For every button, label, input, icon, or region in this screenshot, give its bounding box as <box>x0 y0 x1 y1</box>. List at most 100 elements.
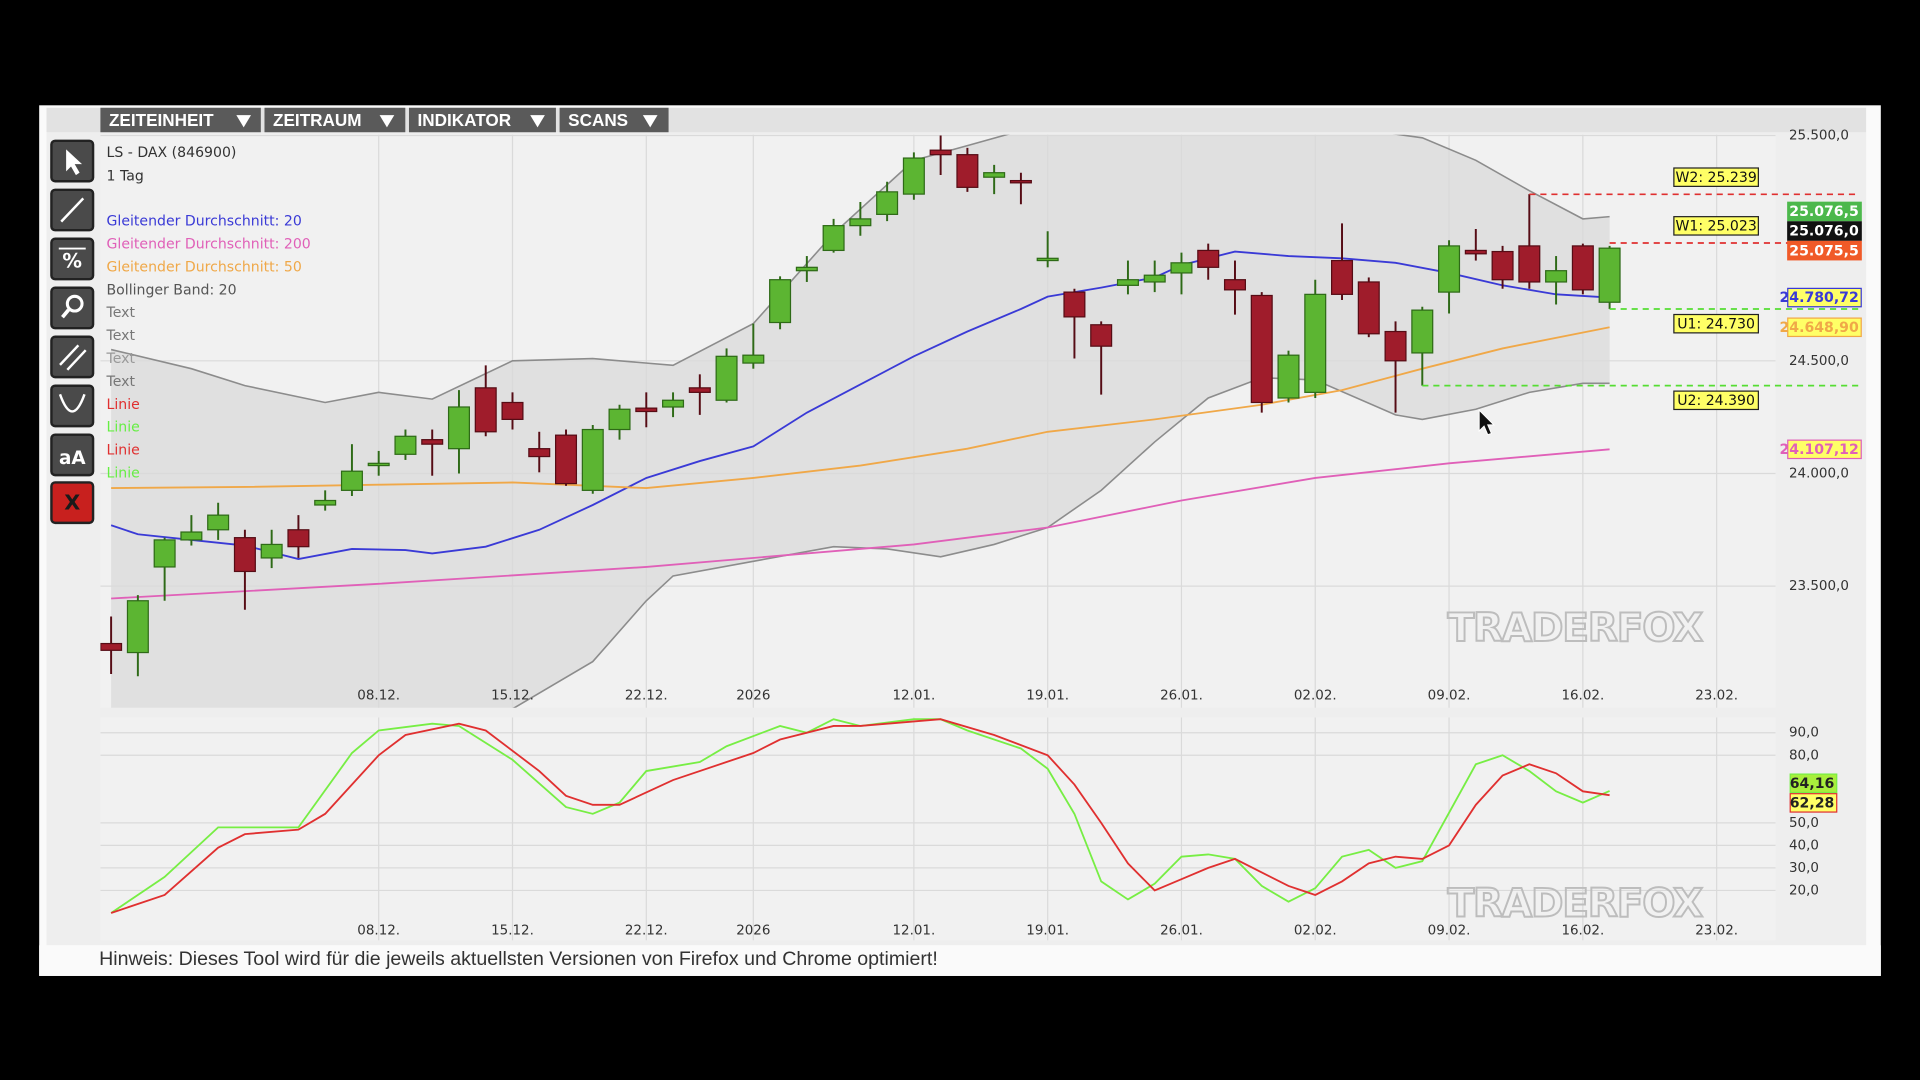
x-tick-label: 12.01. <box>892 689 935 704</box>
candle-body <box>688 387 711 393</box>
x-tick-label: 02.02. <box>1294 924 1337 939</box>
candle-body <box>1170 262 1193 274</box>
x-tick-label: 08.12. <box>357 689 400 704</box>
candle-body <box>795 266 818 272</box>
menu-label[interactable]: SCANS <box>568 110 628 130</box>
x-tick-label: 12.01. <box>892 924 935 939</box>
tool-label[interactable]: X <box>64 490 80 514</box>
candle-body <box>769 279 792 324</box>
overlay: 08.12. 15.12. 22.12. 2026 12.01. 19.01. 26.01.… <box>106 129 1862 939</box>
menu-button[interactable]: ZEITRAUM <box>264 107 406 133</box>
indicator-line <box>111 448 1610 600</box>
y-tick-label: 23.500,0 <box>1789 579 1849 594</box>
candle-body <box>1598 247 1621 303</box>
parallel-icon[interactable] <box>59 344 80 366</box>
candle-body <box>501 401 524 421</box>
x-tick-label: 19.01. <box>1026 689 1069 704</box>
candle-body <box>1411 309 1434 354</box>
parallel-icon[interactable] <box>66 349 87 371</box>
candle-body <box>929 149 952 156</box>
watermark: TRADERFOX <box>1447 882 1703 927</box>
candle-body <box>662 399 685 408</box>
menu-label[interactable]: INDIKATOR <box>418 110 512 130</box>
candle-body <box>1330 259 1354 295</box>
axis-value-label: 24.780,72 <box>1780 290 1859 306</box>
candle-body <box>983 172 1006 178</box>
level-label-box <box>1673 313 1759 334</box>
dropdown-arrow[interactable] <box>642 115 658 128</box>
dropdown-arrow[interactable] <box>379 115 395 128</box>
candle-body <box>528 448 551 458</box>
candle-body <box>421 439 444 445</box>
x-tick-label: 02.02. <box>1294 689 1337 704</box>
level-label: W2: 25.239 <box>1675 170 1756 186</box>
x-tick-label: 23.02. <box>1695 689 1738 704</box>
dropdown-arrow[interactable] <box>530 115 545 128</box>
x-tick-label: 2026 <box>736 924 770 939</box>
menu-label[interactable]: ZEITEINHEIT <box>109 110 214 130</box>
x-tick-label: 15.12. <box>491 689 534 704</box>
x-tick-label: 09.02. <box>1428 689 1471 704</box>
legend-entry: Text <box>106 328 136 344</box>
select-icon[interactable] <box>66 149 83 176</box>
candle-body <box>635 407 658 413</box>
note: Hinweis: Dieses Tool wird für die jeweil… <box>99 948 938 970</box>
axis-value-box <box>1787 221 1862 241</box>
axis-value-label: 62,28 <box>1790 795 1835 811</box>
tool-parallel[interactable] <box>50 335 95 379</box>
x-tick-label: 23.02. <box>1695 924 1738 939</box>
x-tick-label: 22.12. <box>625 924 668 939</box>
x-tick-label: 2026 <box>736 689 770 704</box>
y-tick-label: 24.500,0 <box>1789 354 1849 369</box>
candle-body <box>180 531 203 541</box>
menu-label[interactable]: ZEITRAUM <box>273 110 361 130</box>
x-tick-label: 09.02. <box>1428 924 1471 939</box>
y-tick-label: 40,0 <box>1789 838 1819 853</box>
menu-button[interactable]: ZEITEINHEIT <box>100 107 261 133</box>
candle-body <box>1518 245 1541 283</box>
axis-value-box <box>1787 439 1862 460</box>
candle-body <box>1036 257 1059 262</box>
axis-value-box <box>1787 240 1862 261</box>
level-label-box <box>1673 167 1759 187</box>
tool-zoom[interactable] <box>50 286 95 330</box>
level-label-box <box>1673 216 1759 236</box>
menu-button[interactable]: SCANS <box>559 107 669 133</box>
candle-body <box>260 543 283 559</box>
legend-entry: Text <box>106 305 136 321</box>
dropdown-arrow[interactable] <box>236 115 252 128</box>
axis-value-box <box>1789 793 1838 813</box>
candle-body <box>1090 324 1113 347</box>
legend-entry: Text <box>106 351 136 367</box>
candle-body <box>1304 293 1327 393</box>
line-icon[interactable] <box>60 197 85 223</box>
candle-body <box>1384 330 1407 362</box>
level-label-box <box>1673 390 1759 411</box>
tool-delete[interactable] <box>50 481 95 525</box>
legend-entry: Linie <box>107 397 140 413</box>
y-tick-label: 50,0 <box>1789 816 1819 831</box>
tool-text[interactable] <box>50 433 95 477</box>
curve-icon[interactable] <box>58 393 86 413</box>
tool-curve[interactable] <box>50 384 95 428</box>
menu-button[interactable]: INDIKATOR <box>408 107 556 133</box>
candle-body <box>447 406 470 450</box>
y-tick-label: 80,0 <box>1789 748 1819 763</box>
candle-body <box>126 600 149 654</box>
candle-body <box>715 355 738 401</box>
candle-body <box>554 434 578 485</box>
candle-body <box>207 514 230 531</box>
tool-label[interactable]: % <box>62 250 82 273</box>
zoom-handle[interactable] <box>61 308 70 319</box>
tool-label[interactable]: aA <box>59 448 86 469</box>
legend-entry: Bollinger Band: 20 <box>107 282 237 298</box>
y-tick-label: 30,0 <box>1789 861 1819 876</box>
tool-bar: % aA X <box>50 139 95 525</box>
zoom-icon[interactable] <box>65 294 84 313</box>
candle-body <box>233 537 256 573</box>
candle-body <box>474 387 497 433</box>
level-label: U1: 24.730 <box>1677 316 1755 332</box>
candle-body <box>1063 291 1086 318</box>
watermark: TRADERFOX <box>1447 606 1703 651</box>
